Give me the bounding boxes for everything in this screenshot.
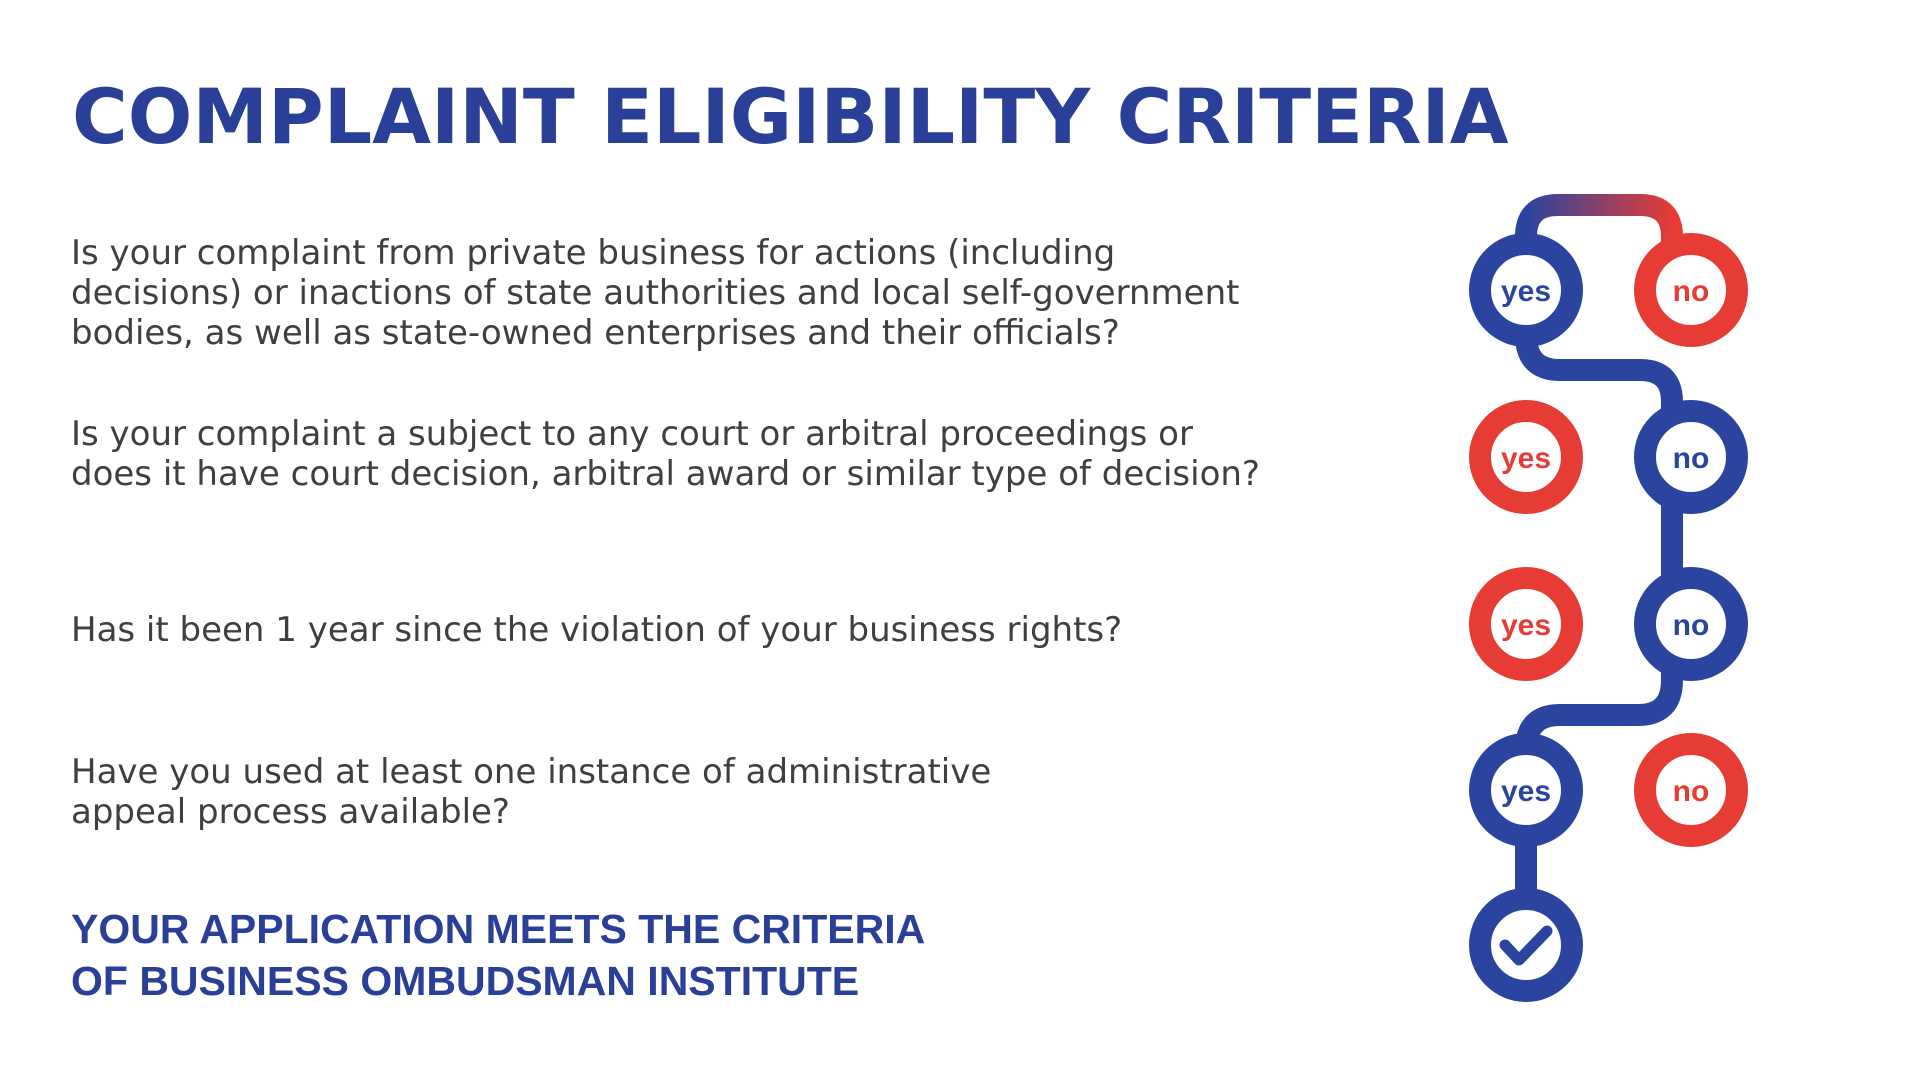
q3-yes-node: yes	[1469, 567, 1583, 681]
q4-no-node: no	[1634, 733, 1748, 847]
q3-no-node: no	[1634, 567, 1748, 681]
q2-no-node: no	[1634, 400, 1748, 514]
result-statement: YOUR APPLICATION MEETS THE CRITERIA OF B…	[71, 906, 926, 1004]
checkmark-icon	[1499, 925, 1553, 966]
question-4-text: Have you used at least one instance of a…	[71, 752, 992, 832]
q1-no-label: no	[1673, 275, 1710, 308]
connector-q1-to-q2	[1515, 279, 1683, 466]
q2-yes-label: yes	[1501, 442, 1551, 475]
q2-yes-node: yes	[1469, 400, 1583, 514]
question-2-text: Is your complaint a subject to any court…	[71, 414, 1260, 494]
connector-top-branch	[1515, 194, 1683, 301]
question-3-text: Has it been 1 year since the violation o…	[71, 610, 1123, 650]
q4-no-label: no	[1673, 775, 1710, 808]
q2-no-label: no	[1673, 442, 1710, 475]
q4-yes-node: yes	[1469, 733, 1583, 847]
page-title: COMPLAINT ELIGIBILITY CRITERIA	[72, 72, 1509, 161]
q3-yes-label: yes	[1501, 609, 1551, 642]
question-1-text: Is your complaint from private business …	[71, 233, 1240, 353]
q1-no-node: no	[1634, 233, 1748, 347]
q1-yes-node: yes	[1469, 233, 1583, 347]
q1-yes-label: yes	[1501, 275, 1551, 308]
result-check-node	[1469, 888, 1583, 1002]
q3-no-label: no	[1673, 609, 1710, 642]
q4-yes-label: yes	[1501, 775, 1551, 808]
